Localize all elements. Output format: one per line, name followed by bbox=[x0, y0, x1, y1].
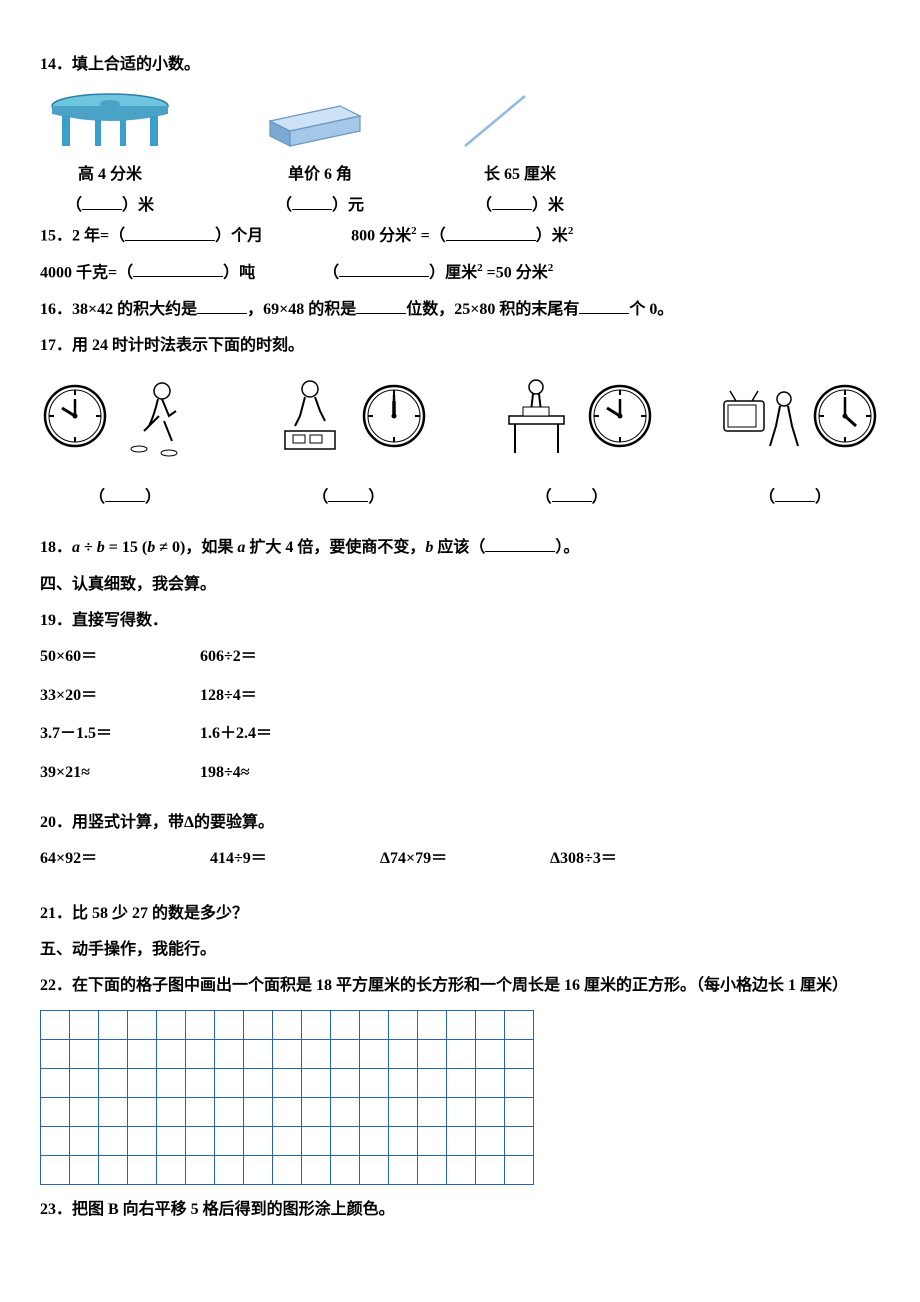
q19-item: 1.6＋2.4＝ bbox=[200, 719, 320, 749]
q19-item: 128÷4＝ bbox=[200, 681, 320, 711]
q19-item: 198÷4≈ bbox=[200, 758, 320, 788]
scene-running-icon bbox=[114, 371, 204, 472]
clock-icon-4 bbox=[810, 381, 880, 462]
q19-item: 33×20＝ bbox=[40, 681, 160, 711]
q15-prefix: 15． bbox=[40, 228, 72, 245]
q19-item: 606÷2＝ bbox=[200, 642, 320, 672]
clock-blank-3: （） bbox=[497, 483, 647, 513]
table-icon bbox=[40, 86, 180, 156]
q15-line2: 4000 千克=（）吨 （）厘米2 =50 分米2 bbox=[40, 258, 880, 289]
clock-row bbox=[40, 371, 880, 472]
q14-unit-3: （）米 bbox=[460, 191, 580, 221]
clock-blank-4: （） bbox=[720, 483, 870, 513]
q22-title: 22．在下面的格子图中画出一个面积是 18 平方厘米的长方形和一个周长是 16 … bbox=[40, 971, 880, 1001]
clock-blank-1: （） bbox=[50, 483, 200, 513]
q14-caption-1: 高 4 分米 bbox=[40, 160, 180, 190]
section5-title: 五、动手操作，我能行。 bbox=[40, 935, 880, 965]
q20-item: 64×92＝ bbox=[40, 844, 160, 874]
q19-row-4: 39×21≈ 198÷4≈ bbox=[40, 758, 880, 788]
section4-title: 四、认真细致，我会算。 bbox=[40, 570, 880, 600]
q15: 15．2 年=（）个月 800 分米2 =（）米2 bbox=[40, 221, 880, 252]
q14-item-2 bbox=[260, 96, 370, 156]
q14-unit-2: （）元 bbox=[260, 191, 380, 221]
q14-item-3 bbox=[450, 86, 540, 156]
q19-item: 3.7－1.5＝ bbox=[40, 719, 160, 749]
q19-item: 50×60＝ bbox=[40, 642, 160, 672]
q19-row-3: 3.7－1.5＝ 1.6＋2.4＝ bbox=[40, 719, 880, 749]
q18: 18．a ÷ b = 15 (b ≠ 0)，如果 a 扩大 4 倍，要使商不变，… bbox=[40, 533, 880, 563]
q20-title: 20．用竖式计算，带Δ的要验算。 bbox=[40, 808, 880, 838]
scene-tv-icon bbox=[716, 371, 806, 472]
q17-title: 17．用 24 时计时法表示下面的时刻。 bbox=[40, 331, 880, 361]
q21: 21．比 58 少 27 的数是多少？ bbox=[40, 899, 880, 929]
q19-item: 39×21≈ bbox=[40, 758, 160, 788]
clock-icon-3 bbox=[585, 381, 655, 462]
scene-desk-icon bbox=[491, 371, 581, 472]
q19-title: 19．直接写得数． bbox=[40, 606, 880, 636]
q20-item: Δ74×79＝ bbox=[380, 844, 500, 874]
q23: 23．把图 B 向右平移 5 格后得到的图形涂上颜色。 bbox=[40, 1195, 880, 1225]
q14-caption-3: 长 65 厘米 bbox=[460, 160, 580, 190]
q20-item: Δ308÷3＝ bbox=[550, 844, 670, 874]
q19-row-2: 33×20＝ 128÷4＝ bbox=[40, 681, 880, 711]
grid-figure bbox=[40, 1010, 880, 1185]
q14-unit-1: （）米 bbox=[40, 191, 180, 221]
eraser-icon bbox=[260, 96, 370, 156]
needle-icon bbox=[450, 86, 540, 156]
q16: 16．38×42 的积大约是，69×48 的积是位数，25×80 积的末尾有个 … bbox=[40, 295, 880, 325]
q14-item-1 bbox=[40, 86, 180, 156]
clock-icon-2 bbox=[359, 381, 429, 462]
q14-title: 14．填上合适的小数。 bbox=[40, 50, 880, 80]
clock-blanks: （） （） （） （） bbox=[40, 483, 880, 513]
scene-eating-icon bbox=[265, 371, 355, 472]
q19-row-1: 50×60＝ 606÷2＝ bbox=[40, 642, 880, 672]
clock-icon-1 bbox=[40, 381, 110, 462]
clock-blank-2: （） bbox=[273, 483, 423, 513]
q20-item: 414÷9＝ bbox=[210, 844, 330, 874]
q20-row: 64×92＝ 414÷9＝ Δ74×79＝ Δ308÷3＝ bbox=[40, 844, 880, 874]
q14-caption-2: 单价 6 角 bbox=[260, 160, 380, 190]
